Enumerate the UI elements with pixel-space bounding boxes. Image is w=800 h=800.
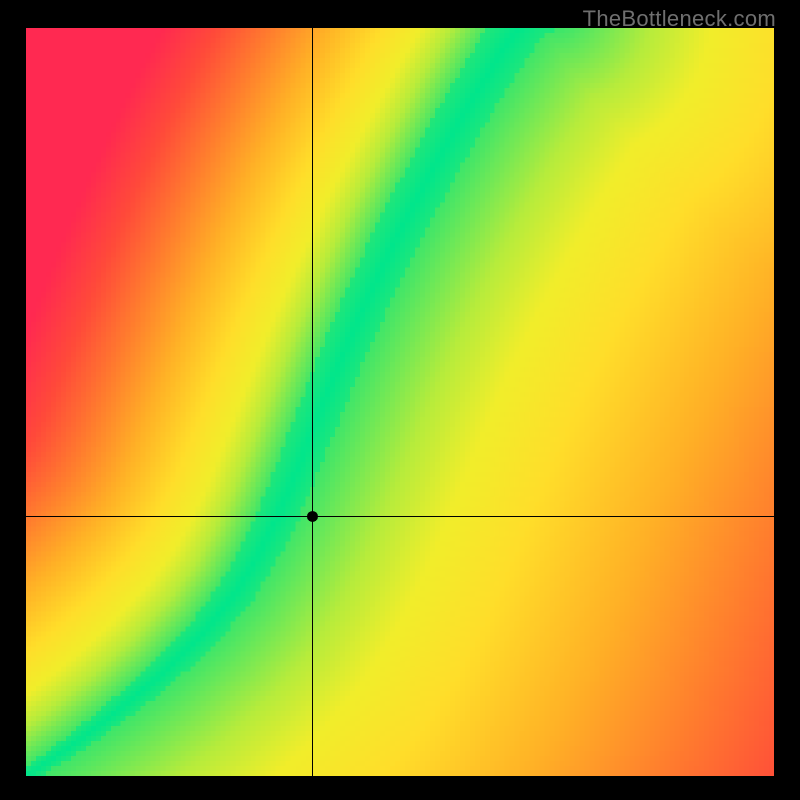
chart-frame: TheBottleneck.com <box>0 0 800 800</box>
watermark-text: TheBottleneck.com <box>583 6 776 32</box>
crosshair-overlay <box>26 28 774 776</box>
plot-area <box>26 28 774 776</box>
